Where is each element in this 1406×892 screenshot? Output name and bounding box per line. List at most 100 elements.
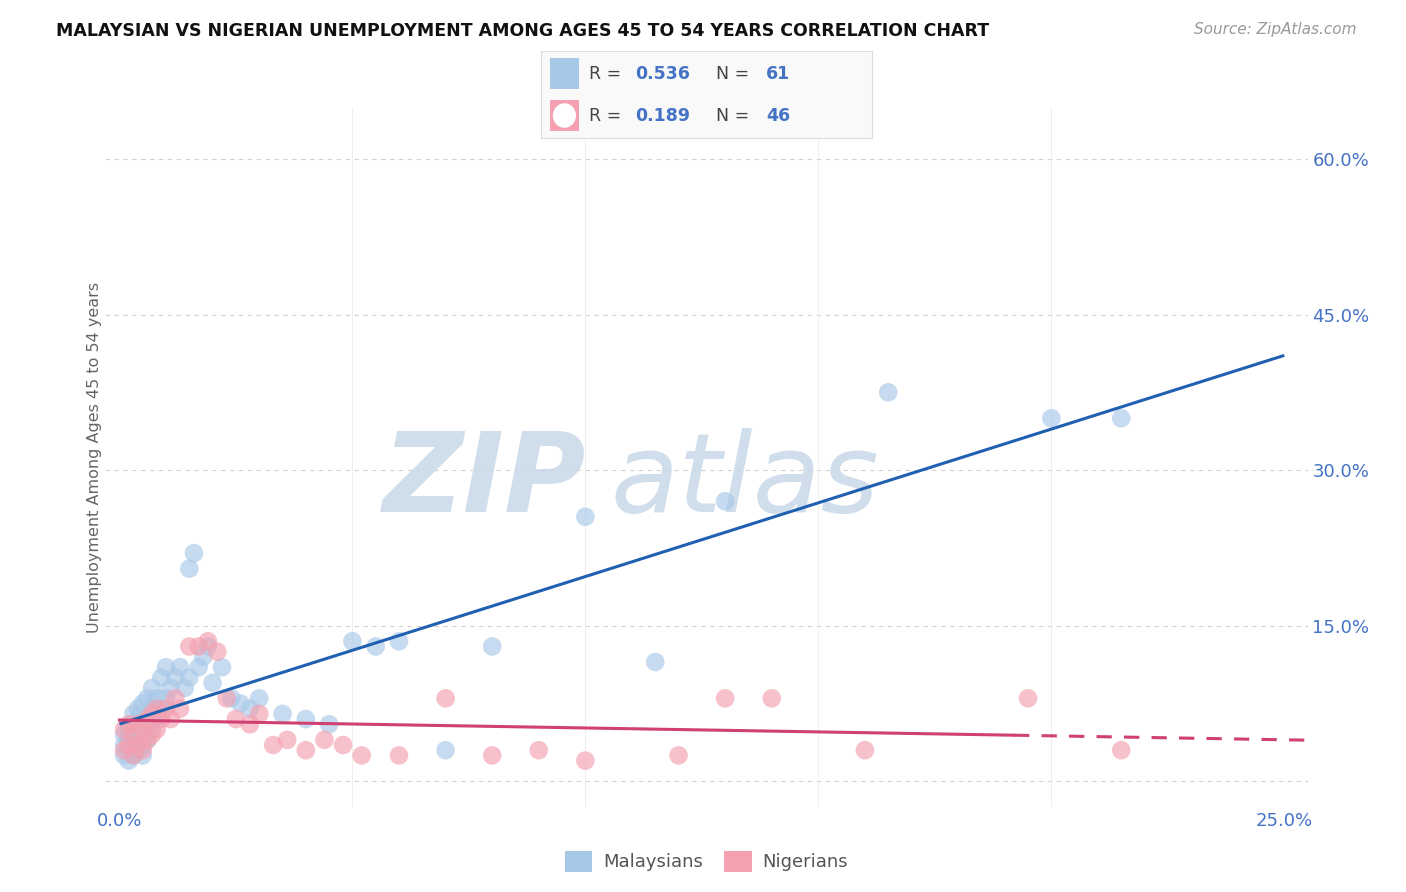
Point [239, 702, 262, 716]
Point [1017, 691, 1039, 706]
Point [136, 732, 159, 747]
Point [141, 702, 163, 716]
Point [165, 671, 187, 685]
Point [179, 671, 201, 685]
Point [159, 712, 181, 726]
Point [169, 660, 191, 674]
Point [145, 712, 167, 726]
Text: 0.189: 0.189 [636, 106, 690, 125]
Point [127, 743, 149, 757]
Point [112, 738, 135, 752]
Point [187, 640, 209, 654]
Point [197, 640, 219, 654]
Point [127, 732, 149, 747]
Text: ZIP: ZIP [382, 428, 586, 535]
Text: N =: N = [717, 64, 749, 83]
Point [118, 723, 141, 737]
Point [853, 743, 876, 757]
Point [276, 732, 298, 747]
Ellipse shape [553, 103, 576, 128]
Point [714, 494, 737, 508]
Point [318, 717, 340, 731]
Point [122, 706, 145, 721]
Point [179, 562, 201, 576]
Point [193, 649, 215, 664]
Point [150, 712, 173, 726]
Legend: Malaysians, Nigerians: Malaysians, Nigerians [558, 844, 855, 879]
Point [314, 732, 336, 747]
Point [145, 691, 167, 706]
Point [187, 660, 209, 674]
Point [112, 743, 135, 757]
Point [136, 712, 159, 726]
Y-axis label: Unemployment Among Ages 45 to 54 years: Unemployment Among Ages 45 to 54 years [87, 282, 101, 632]
Point [574, 509, 596, 524]
Point [155, 691, 177, 706]
Point [211, 660, 233, 674]
Point [150, 671, 173, 685]
Point [225, 712, 247, 726]
Point [481, 640, 503, 654]
Text: 61: 61 [766, 64, 790, 83]
Point [388, 748, 411, 763]
Point [388, 634, 411, 648]
Point [165, 691, 187, 706]
Point [132, 723, 155, 737]
Point [122, 738, 145, 752]
Text: MALAYSIAN VS NIGERIAN UNEMPLOYMENT AMONG AGES 45 TO 54 YEARS CORRELATION CHART: MALAYSIAN VS NIGERIAN UNEMPLOYMENT AMONG… [56, 22, 990, 40]
FancyBboxPatch shape [550, 58, 579, 89]
Point [877, 385, 900, 400]
Point [122, 728, 145, 742]
Point [122, 717, 145, 731]
Point [136, 732, 159, 747]
Point [219, 691, 242, 706]
Text: Source: ZipAtlas.com: Source: ZipAtlas.com [1194, 22, 1357, 37]
Point [201, 675, 224, 690]
Point [118, 717, 141, 731]
Point [127, 712, 149, 726]
Point [141, 706, 163, 721]
Point [118, 743, 141, 757]
Point [112, 748, 135, 763]
Point [159, 681, 181, 695]
Point [295, 712, 318, 726]
Text: 0.536: 0.536 [636, 64, 690, 83]
Text: N =: N = [717, 106, 749, 125]
Point [350, 748, 373, 763]
Point [332, 738, 354, 752]
Point [644, 655, 666, 669]
Point [574, 754, 596, 768]
Text: 46: 46 [766, 106, 790, 125]
Point [207, 645, 229, 659]
Point [481, 748, 503, 763]
Point [173, 681, 195, 695]
Point [247, 691, 270, 706]
Point [127, 738, 149, 752]
Point [197, 634, 219, 648]
Point [118, 754, 141, 768]
Point [229, 697, 252, 711]
Point [118, 732, 141, 747]
Point [141, 728, 163, 742]
Point [183, 546, 205, 560]
Point [122, 748, 145, 763]
Point [127, 702, 149, 716]
Point [122, 748, 145, 763]
Point [239, 717, 262, 731]
Point [145, 723, 167, 737]
Point [295, 743, 318, 757]
Point [262, 738, 284, 752]
Point [714, 691, 737, 706]
Text: atlas: atlas [610, 428, 879, 535]
Text: R =: R = [589, 106, 621, 125]
Point [145, 702, 167, 716]
Point [155, 702, 177, 716]
Point [112, 723, 135, 737]
Point [141, 723, 163, 737]
Point [434, 691, 457, 706]
Point [118, 738, 141, 752]
Point [364, 640, 387, 654]
Point [112, 728, 135, 742]
Point [434, 743, 457, 757]
Point [136, 712, 159, 726]
